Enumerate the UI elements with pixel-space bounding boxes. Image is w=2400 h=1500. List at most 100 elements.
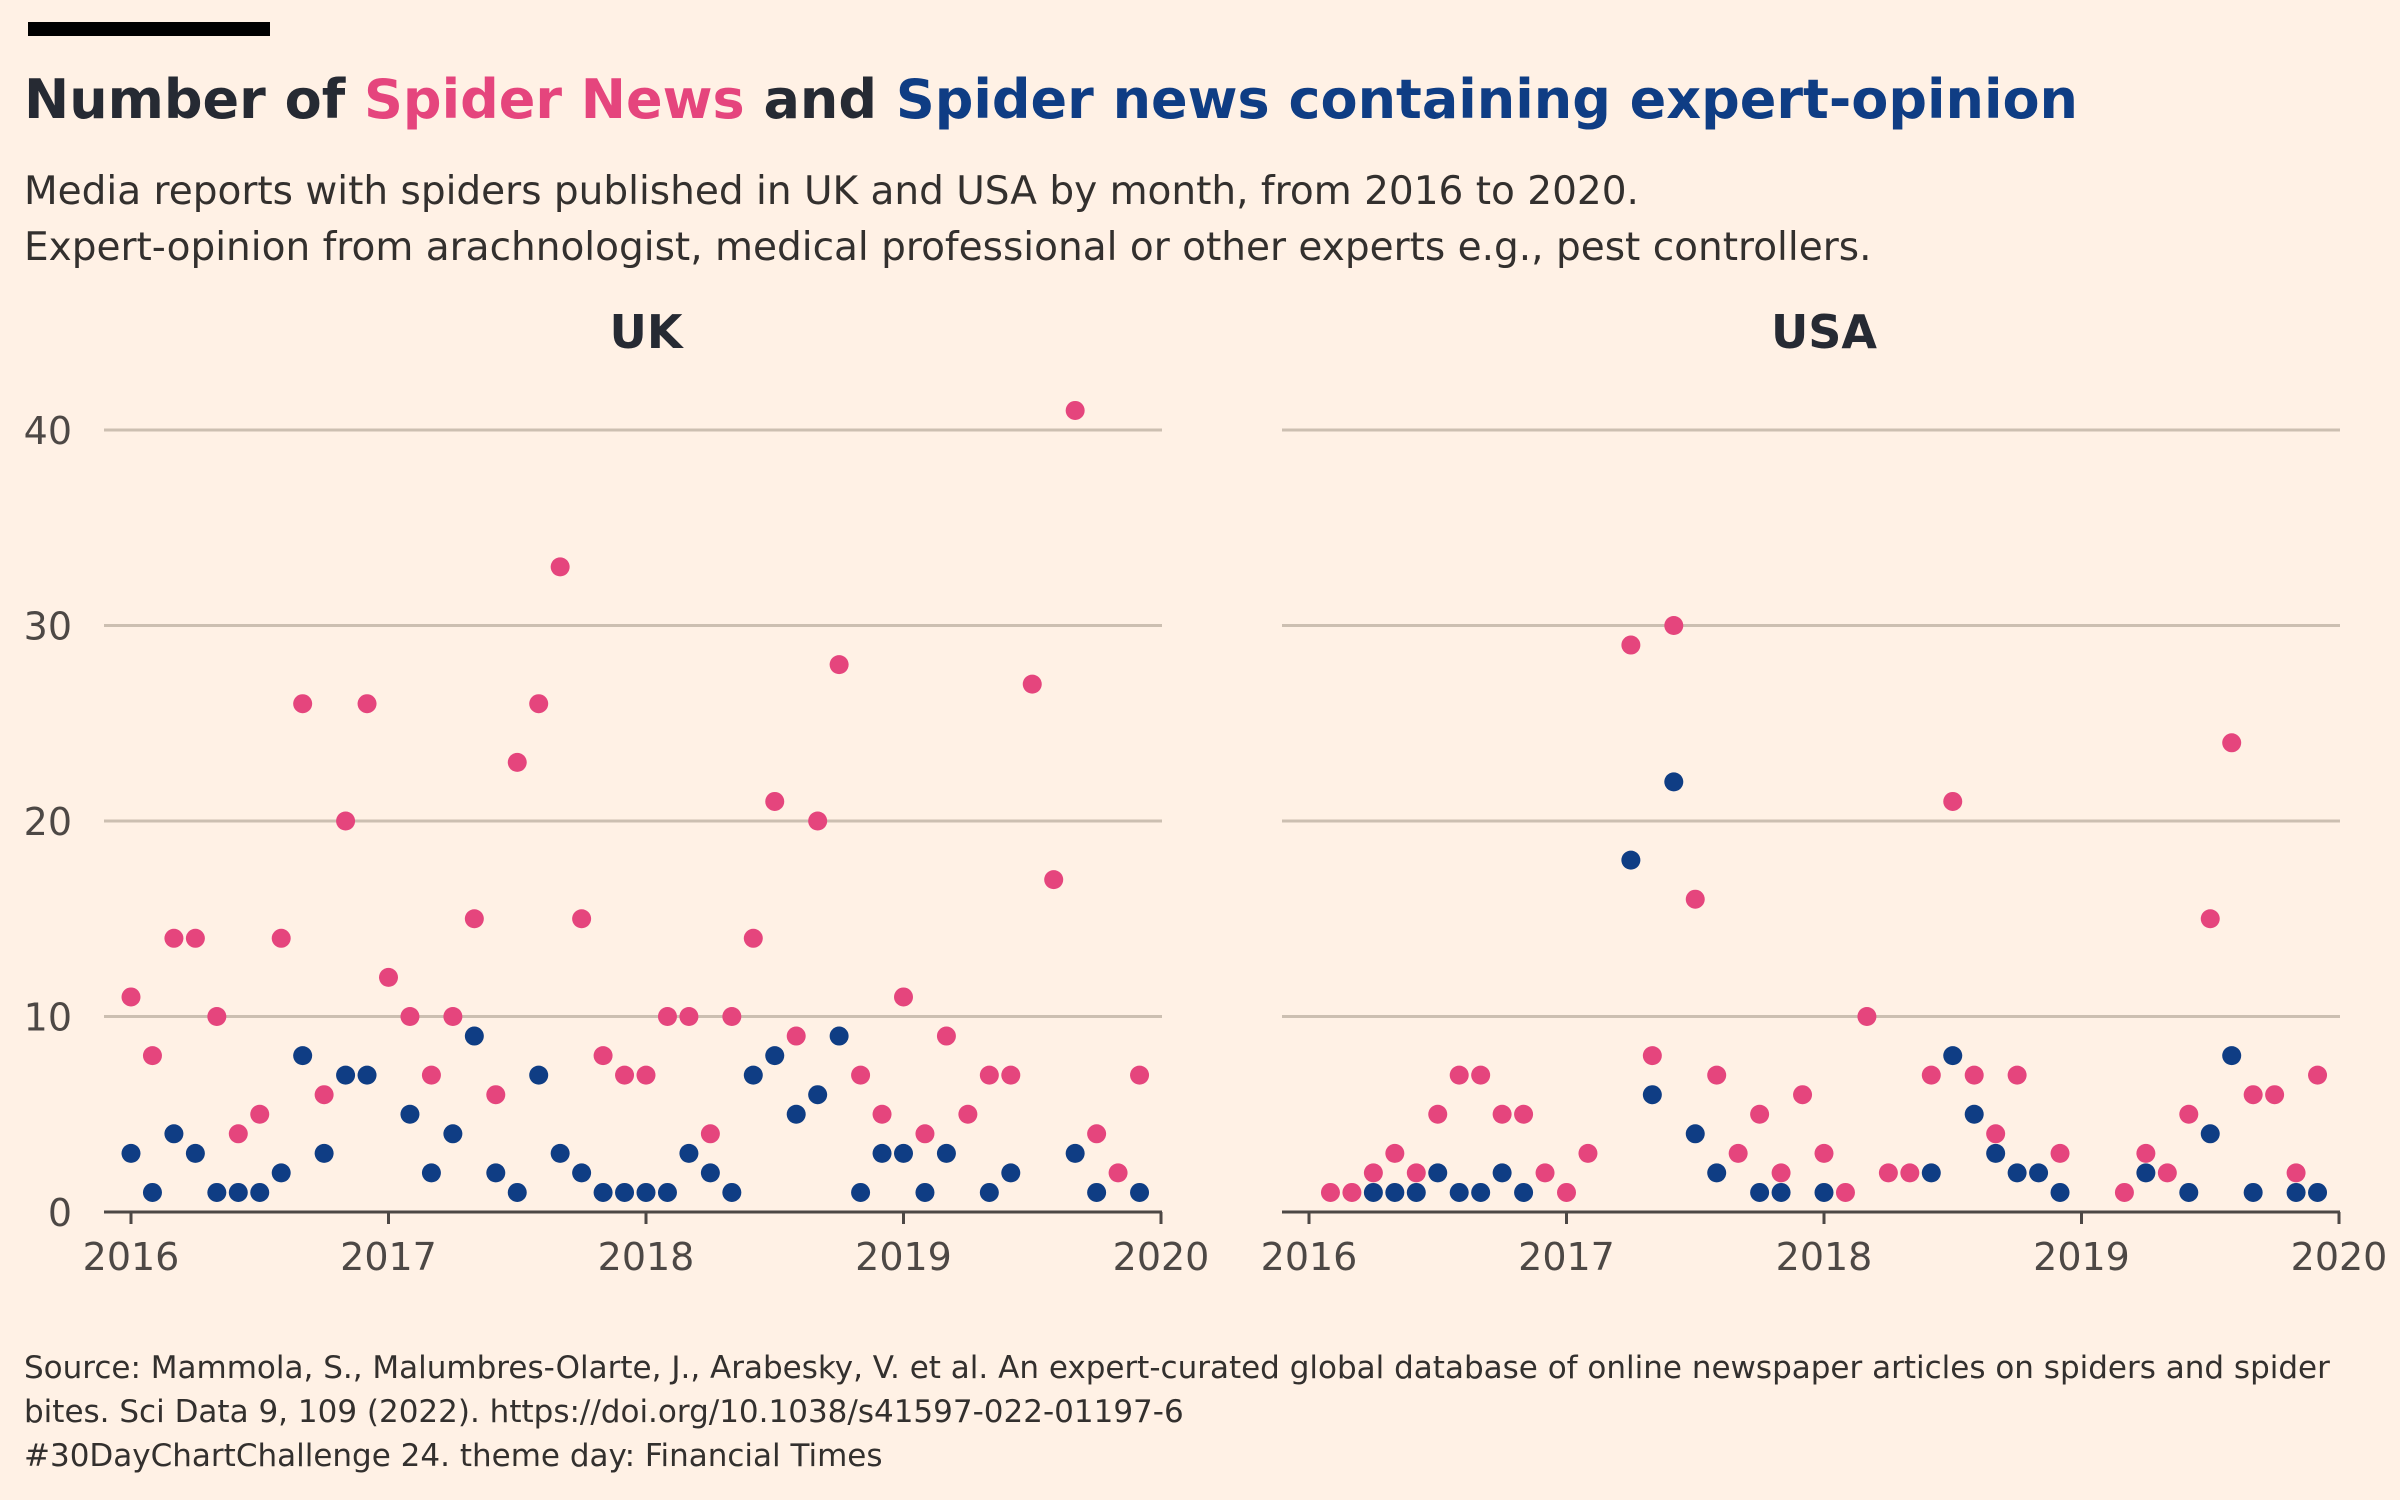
point-spider-news bbox=[1857, 1007, 1877, 1026]
x-tick-label: 2020 bbox=[1113, 1235, 1210, 1279]
point-expert-news bbox=[164, 1124, 184, 1144]
point-expert-news bbox=[1685, 1124, 1705, 1144]
point-spider-news bbox=[1728, 1143, 1748, 1163]
point-expert-news bbox=[1621, 850, 1641, 870]
y-tick-label: 20 bbox=[24, 800, 72, 844]
point-spider-news bbox=[1514, 1104, 1534, 1124]
point-expert-news bbox=[1750, 1182, 1770, 1202]
point-expert-news bbox=[2243, 1182, 2263, 1202]
x-tick-label: 2019 bbox=[855, 1235, 952, 1279]
point-expert-news bbox=[636, 1182, 656, 1202]
point-spider-news bbox=[314, 1085, 334, 1105]
point-expert-news bbox=[872, 1143, 892, 1163]
point-expert-news bbox=[1449, 1182, 1469, 1202]
point-spider-news bbox=[2243, 1085, 2263, 1105]
point-expert-news bbox=[228, 1182, 248, 1202]
point-spider-news bbox=[722, 1007, 742, 1026]
x-tick-label: 2018 bbox=[598, 1235, 695, 1279]
point-spider-news bbox=[958, 1104, 978, 1124]
panel-title: UK bbox=[610, 305, 685, 359]
y-tick-label: 10 bbox=[24, 996, 72, 1040]
point-spider-news bbox=[2136, 1143, 2156, 1163]
point-expert-news bbox=[2308, 1182, 2328, 1202]
point-spider-news bbox=[829, 655, 849, 675]
point-expert-news bbox=[1065, 1143, 1085, 1163]
point-spider-news bbox=[271, 928, 291, 948]
point-spider-news bbox=[1664, 616, 1684, 635]
point-expert-news bbox=[572, 1163, 592, 1183]
point-expert-news bbox=[2222, 1046, 2242, 1066]
point-expert-news bbox=[700, 1163, 720, 1183]
point-expert-news bbox=[2050, 1182, 2070, 1202]
point-spider-news bbox=[1986, 1124, 2006, 1144]
point-expert-news bbox=[2136, 1163, 2156, 1183]
point-expert-news bbox=[808, 1085, 828, 1105]
point-spider-news bbox=[915, 1124, 935, 1144]
point-expert-news bbox=[936, 1143, 956, 1163]
point-spider-news bbox=[786, 1026, 806, 1046]
title-and: and bbox=[763, 68, 878, 131]
point-spider-news bbox=[1492, 1104, 1512, 1124]
point-spider-news bbox=[1557, 1182, 1576, 1202]
point-expert-news bbox=[486, 1163, 506, 1183]
point-spider-news bbox=[421, 1065, 441, 1085]
x-tick-label: 2020 bbox=[2291, 1235, 2388, 1279]
point-expert-news bbox=[1642, 1085, 1662, 1105]
point-spider-news bbox=[1964, 1065, 1984, 1085]
y-tick-label: 0 bbox=[48, 1191, 72, 1235]
point-expert-news bbox=[1087, 1182, 1107, 1202]
point-spider-news bbox=[1471, 1065, 1491, 1085]
point-spider-news bbox=[2157, 1163, 2177, 1183]
x-tick-label: 2017 bbox=[340, 1235, 437, 1279]
point-expert-news bbox=[2179, 1182, 2199, 1202]
point-expert-news bbox=[765, 1046, 785, 1066]
point-spider-news bbox=[400, 1007, 420, 1026]
point-spider-news bbox=[894, 987, 913, 1007]
point-spider-news bbox=[1406, 1163, 1426, 1183]
point-spider-news bbox=[1087, 1124, 1107, 1144]
point-spider-news bbox=[464, 909, 484, 929]
point-spider-news bbox=[765, 791, 785, 811]
point-spider-news bbox=[615, 1065, 635, 1085]
subtitle-line-2: Expert-opinion from arachnologist, medic… bbox=[24, 225, 1872, 270]
point-expert-news bbox=[786, 1104, 806, 1124]
point-spider-news bbox=[185, 928, 205, 948]
point-spider-news bbox=[1707, 1065, 1727, 1085]
point-spider-news bbox=[1108, 1163, 1128, 1183]
point-expert-news bbox=[1707, 1163, 1727, 1183]
point-spider-news bbox=[808, 811, 828, 831]
point-expert-news bbox=[915, 1182, 935, 1202]
chart-subtitle: Media reports with spiders published in … bbox=[24, 164, 1871, 276]
point-spider-news bbox=[357, 694, 377, 714]
point-spider-news bbox=[507, 752, 527, 772]
point-spider-news bbox=[1835, 1182, 1855, 1202]
point-spider-news bbox=[1943, 791, 1963, 811]
title-series-expert-news: Spider news containing expert-opinion bbox=[895, 68, 2079, 131]
point-spider-news bbox=[593, 1046, 613, 1066]
point-expert-news bbox=[1814, 1182, 1834, 1202]
point-spider-news bbox=[379, 967, 398, 987]
point-spider-news bbox=[1535, 1163, 1555, 1183]
point-expert-news bbox=[464, 1026, 484, 1046]
point-spider-news bbox=[550, 557, 570, 577]
subtitle-line-1: Media reports with spiders published in … bbox=[24, 169, 1639, 214]
title-prefix: Number of bbox=[24, 68, 346, 131]
y-tick-label: 40 bbox=[24, 409, 72, 453]
point-spider-news bbox=[1771, 1163, 1791, 1183]
point-expert-news bbox=[1986, 1143, 2006, 1163]
point-spider-news bbox=[700, 1124, 720, 1144]
point-expert-news bbox=[1428, 1163, 1448, 1183]
point-expert-news bbox=[679, 1143, 699, 1163]
point-spider-news bbox=[743, 928, 763, 948]
point-expert-news bbox=[1130, 1182, 1150, 1202]
point-expert-news bbox=[722, 1182, 742, 1202]
point-expert-news bbox=[1921, 1163, 1941, 1183]
point-expert-news bbox=[421, 1163, 441, 1183]
point-spider-news bbox=[2007, 1065, 2027, 1085]
point-expert-news bbox=[250, 1182, 270, 1202]
point-spider-news bbox=[336, 811, 356, 831]
point-expert-news bbox=[1492, 1163, 1512, 1183]
point-expert-news bbox=[1001, 1163, 1021, 1183]
point-expert-news bbox=[851, 1182, 871, 1202]
point-expert-news bbox=[314, 1143, 334, 1163]
